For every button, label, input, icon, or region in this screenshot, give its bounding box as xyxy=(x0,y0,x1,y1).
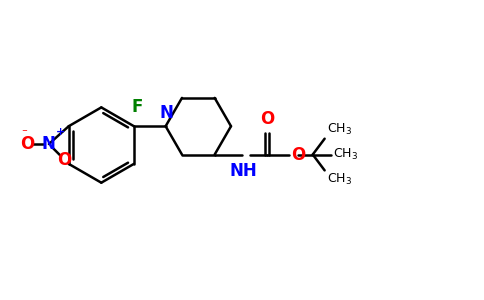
Text: O: O xyxy=(58,151,72,169)
Text: O: O xyxy=(20,135,34,153)
Text: CH$_3$: CH$_3$ xyxy=(327,172,352,188)
Text: CH$_3$: CH$_3$ xyxy=(333,147,358,162)
Text: F: F xyxy=(131,98,143,116)
Text: O: O xyxy=(260,110,274,128)
Text: O: O xyxy=(291,146,305,164)
Text: ⁻: ⁻ xyxy=(21,128,27,138)
Text: N: N xyxy=(160,104,174,122)
Text: CH$_3$: CH$_3$ xyxy=(327,122,352,137)
Text: NH: NH xyxy=(229,163,257,181)
Text: N: N xyxy=(42,135,56,153)
Text: +: + xyxy=(56,127,65,137)
